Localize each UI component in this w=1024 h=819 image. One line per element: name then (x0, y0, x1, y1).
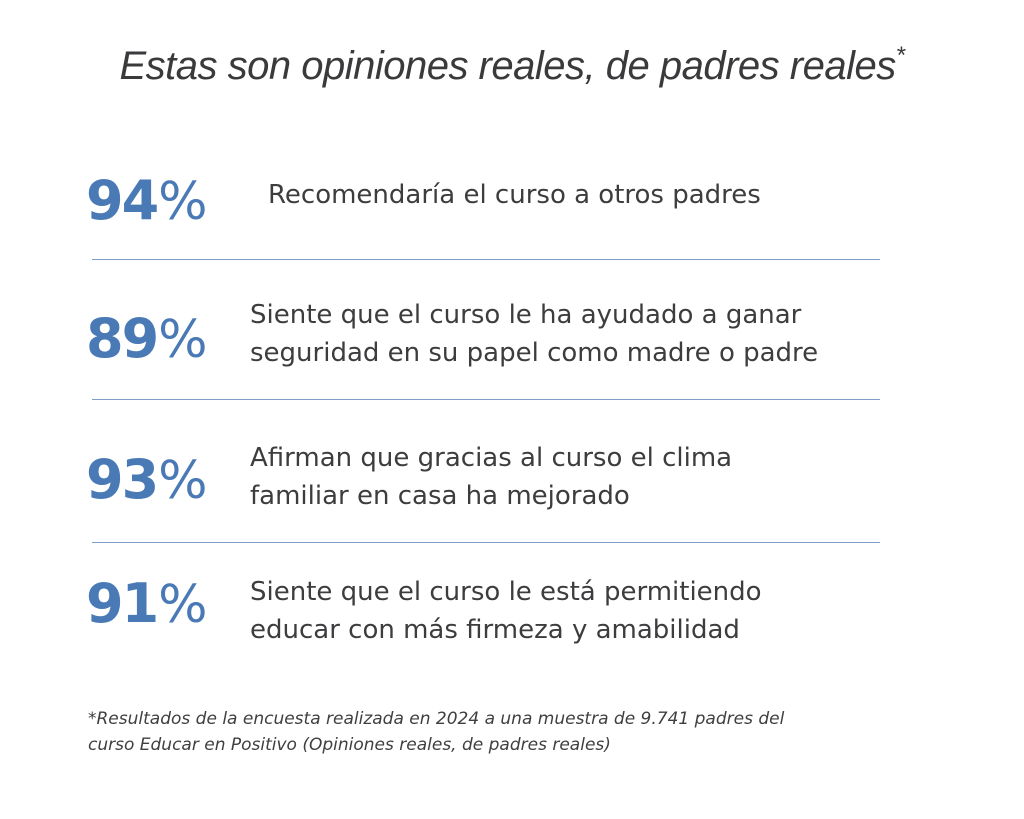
page-title: Estas son opiniones reales, de padres re… (0, 42, 1024, 89)
divider (92, 542, 880, 543)
stat-description: Recomendaría el curso a otros padres (268, 176, 761, 214)
stat-percentage: 89% (86, 312, 208, 367)
stat-percentage: 94% (86, 174, 208, 229)
stat-value: 93 (86, 448, 159, 511)
stat-description-line: Siente que el curso le está permitiendo (250, 577, 762, 607)
footnote: *Resultados de la encuesta realizada en … (88, 706, 948, 758)
title-asterisk: * (895, 42, 905, 69)
percent-sign: % (158, 575, 207, 635)
stat-description: Siente que el curso le está permitiendo … (250, 573, 762, 649)
stat-description-line: Recomendaría el curso a otros padres (268, 180, 761, 210)
stat-value: 91 (86, 572, 159, 635)
stat-item-confidence: 89% Siente que el curso le ha ayudado a … (0, 296, 1024, 368)
stat-description-line: Afirman que gracias al curso el clima (250, 443, 733, 473)
title-text: Estas son opiniones reales, de padres re… (119, 44, 896, 88)
stat-item-firmness-kindness: 91% Siente que el curso le está permitie… (0, 573, 1024, 646)
stat-description: Siente que el curso le ha ayudado a gana… (250, 296, 818, 372)
footnote-line: *Resultados de la encuesta realizada en … (88, 709, 785, 729)
percent-sign: % (158, 310, 207, 370)
stat-description-line: seguridad en su papel como madre o padre (250, 338, 819, 368)
divider (92, 399, 880, 400)
footnote-line: curso Educar en Positivo (Opiniones real… (88, 735, 611, 755)
stat-description-line: educar con más firmeza y amabilidad (250, 615, 740, 645)
stat-percentage: 93% (86, 453, 208, 508)
stat-item-recommend: 94% Recomendaría el curso a otros padres (0, 168, 1024, 238)
stat-item-family-climate: 93% Afirman que gracias al curso el clim… (0, 439, 1024, 511)
divider (92, 259, 880, 260)
percent-sign: % (158, 451, 207, 511)
percent-sign: % (158, 172, 207, 232)
stat-description-line: familiar en casa ha mejorado (250, 481, 630, 511)
stat-percentage: 91% (86, 577, 208, 632)
stat-value: 89 (86, 307, 159, 370)
stat-description-line: Siente que el curso le ha ayudado a gana… (250, 300, 802, 330)
stat-value: 94 (86, 169, 159, 232)
stat-description: Afirman que gracias al curso el clima fa… (250, 439, 732, 515)
